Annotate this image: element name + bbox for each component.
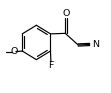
- Text: F: F: [48, 61, 54, 70]
- Text: O: O: [62, 9, 70, 18]
- Text: N: N: [92, 40, 99, 49]
- Text: O: O: [10, 47, 18, 56]
